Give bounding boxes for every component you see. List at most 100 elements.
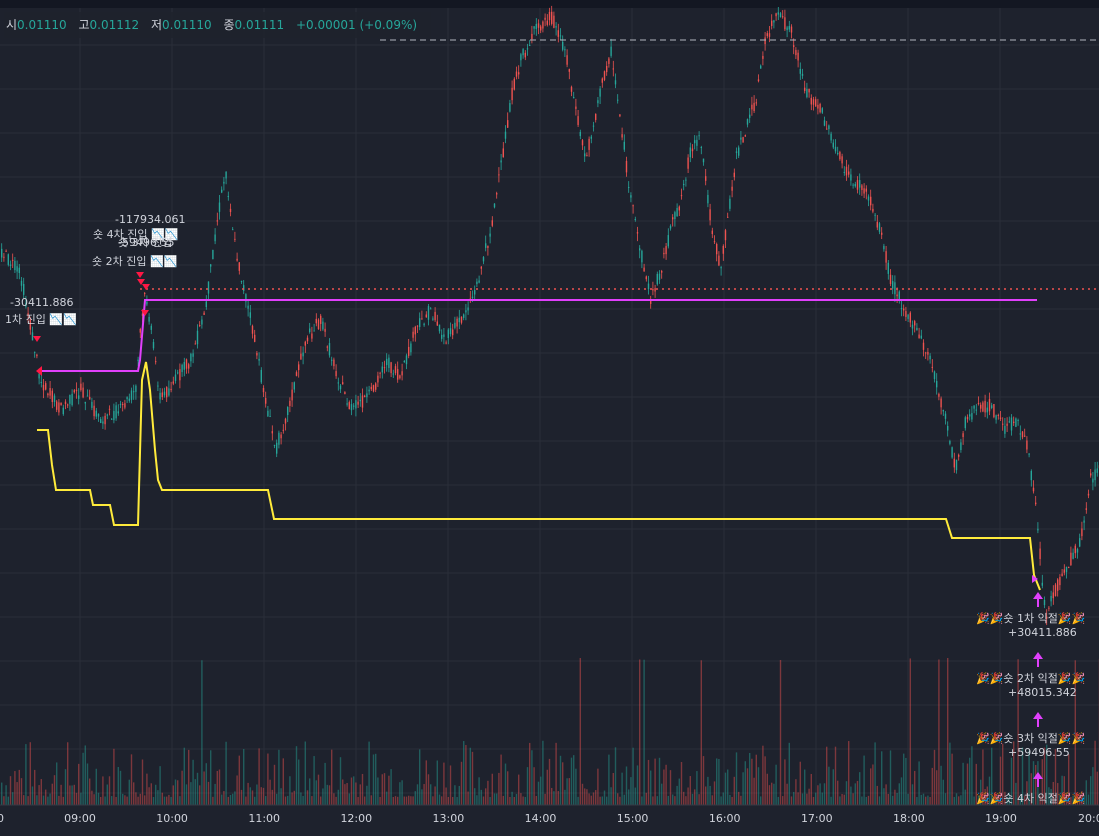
high-label: 고 <box>78 18 90 32</box>
candle-body <box>830 133 832 141</box>
candle-body <box>355 400 357 409</box>
candle-body <box>482 257 485 262</box>
volume-bar <box>533 767 535 805</box>
candle-body <box>592 125 595 127</box>
volume-bar <box>315 780 317 805</box>
candle-body <box>414 326 416 335</box>
candle-body <box>71 393 73 406</box>
volume-bar <box>544 793 546 805</box>
candle-body <box>234 238 236 240</box>
candle-body <box>223 181 225 184</box>
candle-body <box>991 405 993 408</box>
candle-body <box>845 166 848 176</box>
volume-bar <box>872 764 874 805</box>
volume-bar <box>25 744 27 805</box>
time-axis <box>0 805 1099 836</box>
volume-bar <box>885 784 887 805</box>
volume-bar <box>258 748 260 805</box>
candle-body <box>687 157 689 169</box>
volume-bar <box>449 765 452 805</box>
candle-body <box>727 216 729 218</box>
candle-body <box>196 330 199 345</box>
candle-body <box>434 311 436 321</box>
candle-body <box>309 328 311 333</box>
volume-bar <box>265 796 267 805</box>
candle-body <box>529 45 531 47</box>
candle-body <box>790 26 793 33</box>
candle-body <box>229 208 232 213</box>
volume-bar <box>379 796 381 805</box>
volume-bar <box>929 796 931 805</box>
candle-body <box>762 55 764 59</box>
candle-body <box>31 332 34 341</box>
candle-body <box>925 352 927 354</box>
volume-bar <box>610 787 612 805</box>
volume-bar <box>619 796 621 805</box>
candle-body <box>1021 431 1024 438</box>
candle-body <box>225 171 227 179</box>
volume-bar <box>394 796 397 805</box>
volume-bar <box>817 785 819 805</box>
volume-bar <box>975 763 977 805</box>
volume-bar <box>14 771 16 805</box>
volume-bar <box>102 776 104 805</box>
candle-body <box>471 296 474 299</box>
volume-bar <box>636 765 639 805</box>
volume-bar <box>650 770 652 805</box>
volume-bar <box>445 787 447 805</box>
candle-body <box>751 104 753 110</box>
volume-bar <box>282 758 284 805</box>
time-tick-label: 10:00 <box>156 812 188 825</box>
volume-bar <box>339 757 342 805</box>
volume-bar <box>267 753 269 805</box>
volume-bar <box>474 788 476 805</box>
candle-body <box>986 407 988 413</box>
volume-bar <box>423 784 425 805</box>
candle-body <box>639 248 641 251</box>
candle-body <box>150 325 152 330</box>
time-tick-label: 17:00 <box>801 812 833 825</box>
candle-body <box>683 183 685 186</box>
volume-bar <box>1048 787 1050 805</box>
candle-body <box>1063 569 1065 573</box>
exit-annotation-label: 🎉🎉숏 2차 익절🎉🎉 <box>976 672 1086 685</box>
volume-bar <box>260 787 262 805</box>
candle-body <box>801 73 804 76</box>
time-tick-label: 14:00 <box>525 812 557 825</box>
volume-bar <box>117 767 119 805</box>
candle-body <box>546 20 548 25</box>
volume-bar <box>276 793 278 805</box>
candle-body <box>927 352 929 355</box>
volume-bar <box>205 763 207 805</box>
candle-body <box>982 402 984 412</box>
volume-bar <box>271 789 273 805</box>
volume-bar <box>38 785 40 805</box>
volume-bar <box>335 796 337 805</box>
volume-bar <box>793 791 795 805</box>
volume-bar <box>689 776 691 805</box>
candle-body <box>51 390 53 403</box>
volume-bar <box>221 794 223 805</box>
volume-bar <box>471 751 474 805</box>
candle-body <box>896 294 898 297</box>
volume-bar <box>1070 796 1072 805</box>
candle-body <box>964 417 966 429</box>
candle-body <box>975 409 977 411</box>
candle-body <box>584 153 586 157</box>
volume-bar <box>984 789 986 805</box>
volume-bar <box>148 787 150 805</box>
candle-body <box>713 241 716 243</box>
candle-body <box>199 325 201 327</box>
candle-body <box>383 367 386 369</box>
candle-body <box>181 364 183 373</box>
volume-bar <box>1008 792 1010 805</box>
candle-body <box>810 97 812 105</box>
volume-bar <box>953 796 955 805</box>
volume-bar <box>711 795 713 805</box>
candle-body <box>634 219 636 221</box>
candle-body <box>702 158 705 163</box>
candle-body <box>291 389 293 401</box>
candle-body <box>86 395 89 397</box>
volume-bar <box>12 792 14 805</box>
